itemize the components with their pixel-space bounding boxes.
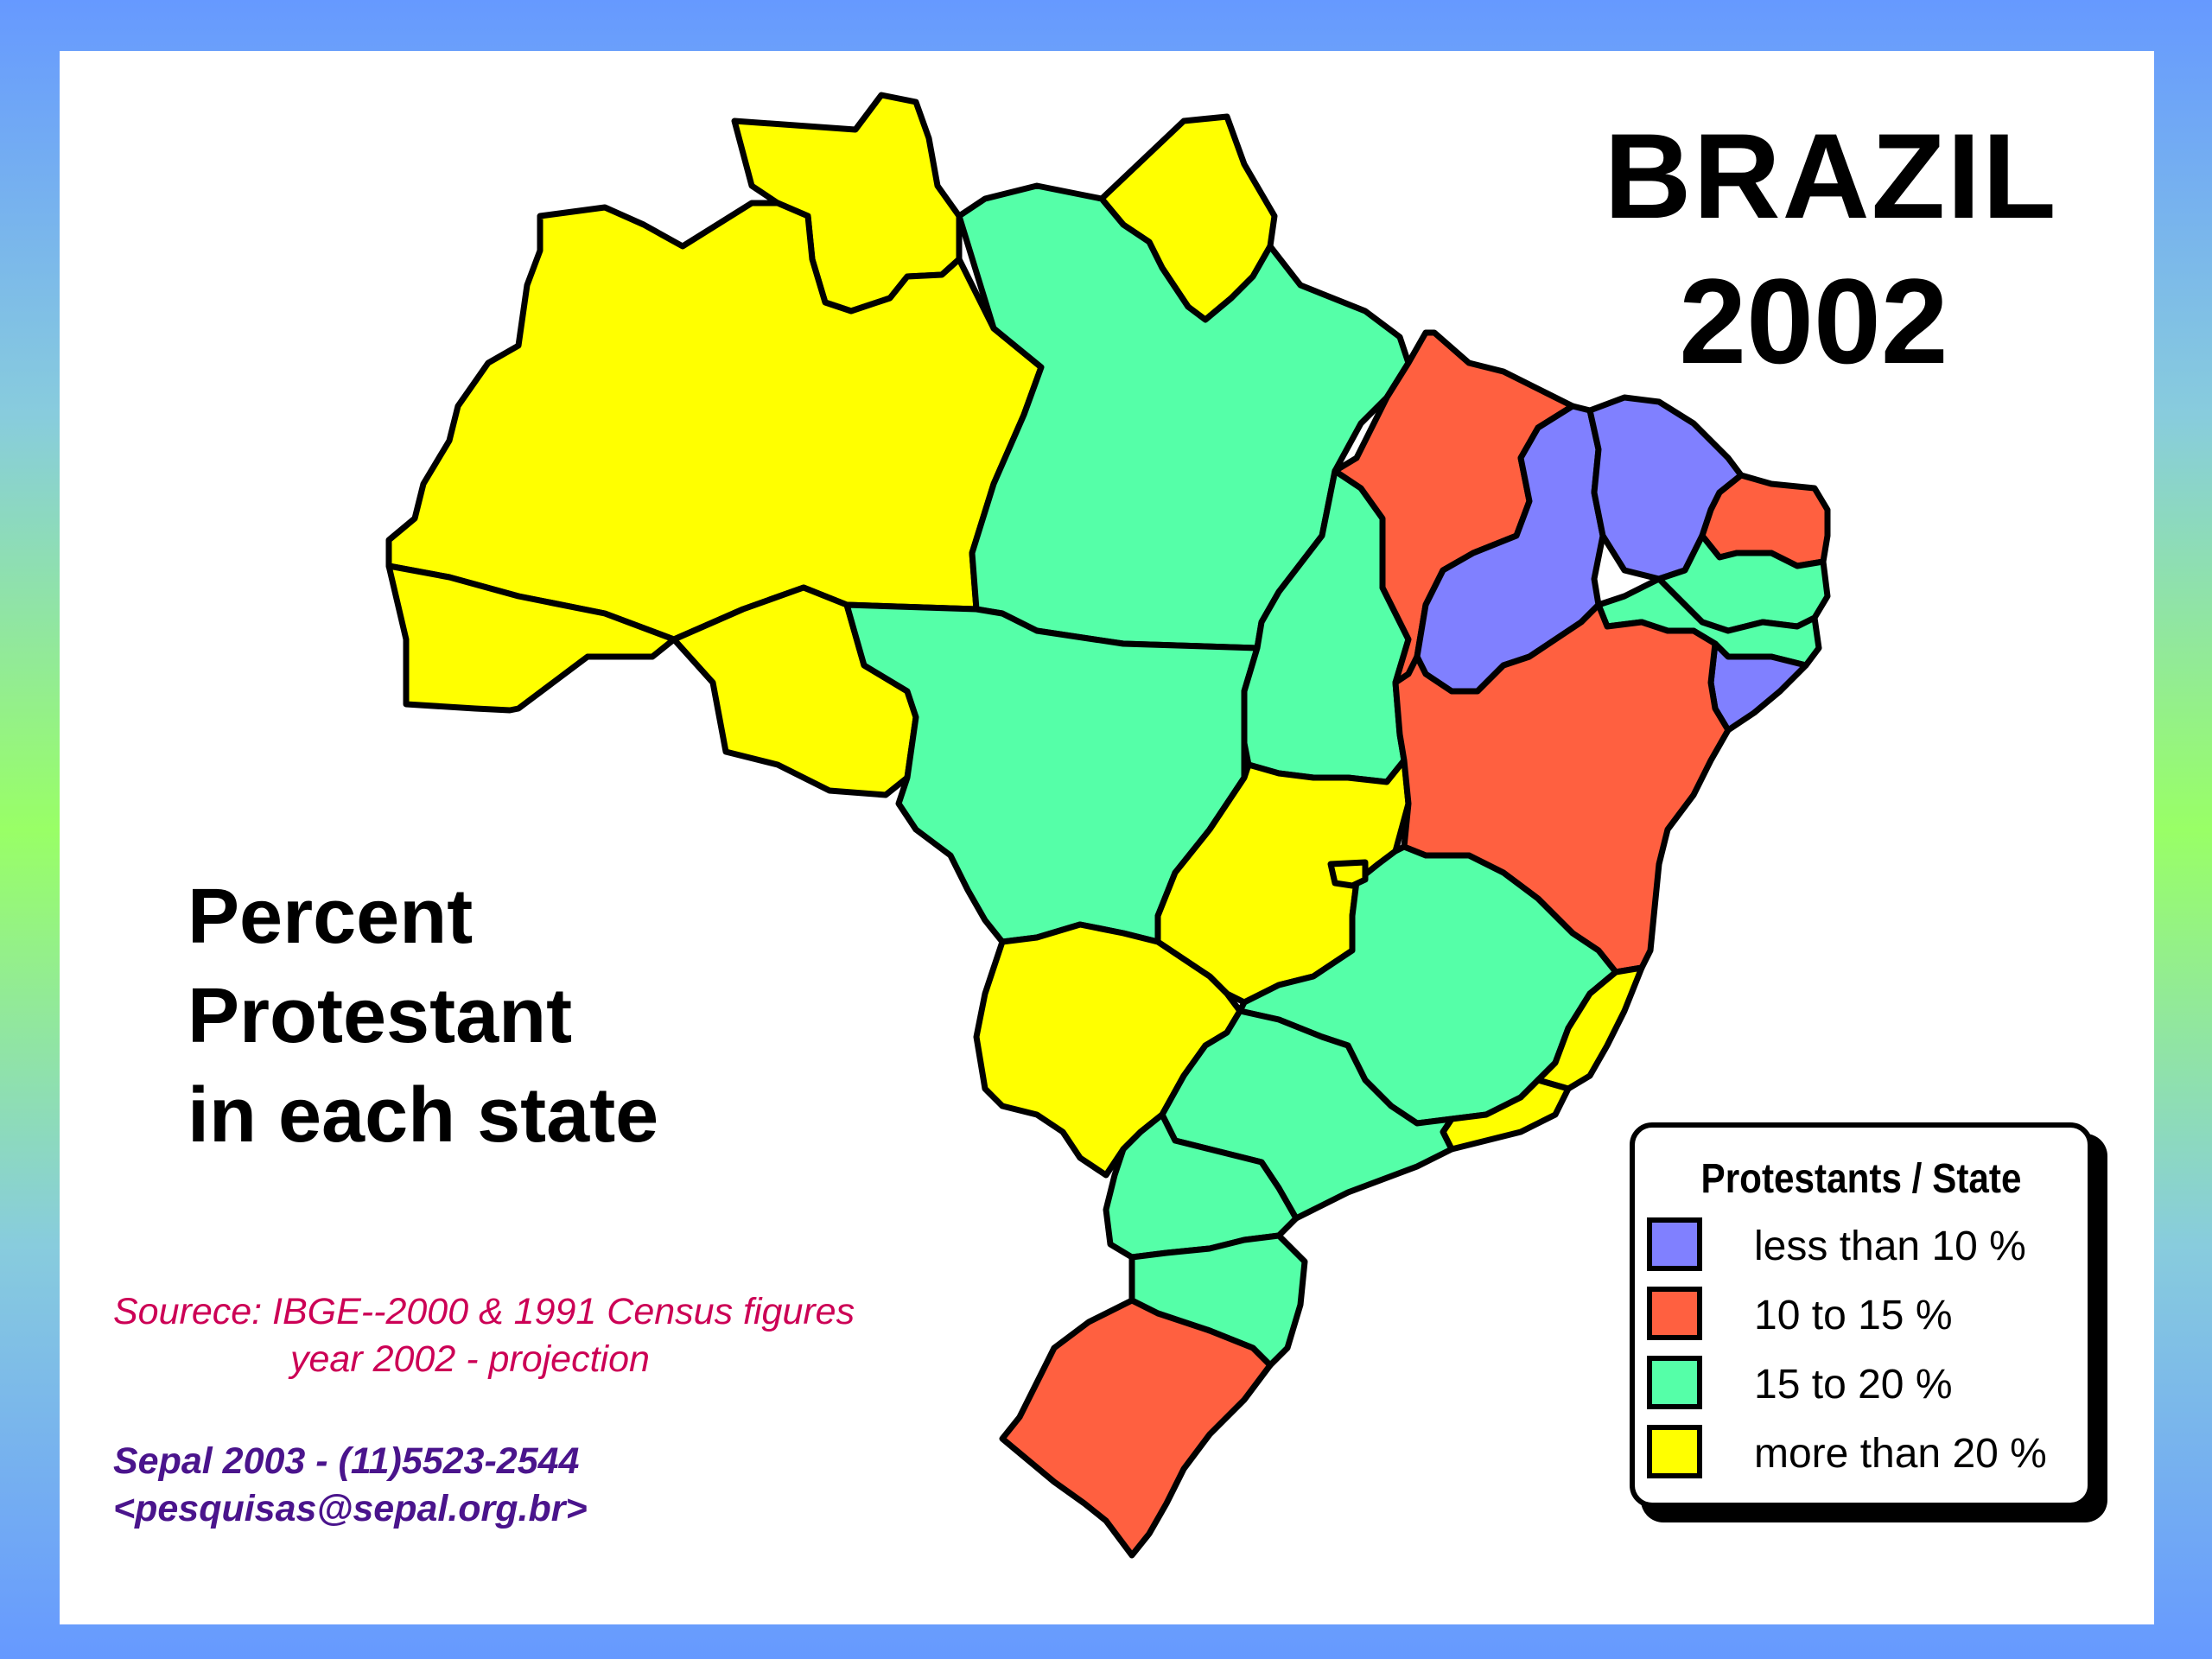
credit-line-1: Sepal 2003 - (11)5523-2544	[113, 1440, 580, 1482]
state-distrito-federal	[1327, 859, 1369, 889]
credit-line-2: <pesquisas@sepal.org.br>	[113, 1488, 588, 1529]
map-year: 2002	[1679, 253, 1948, 389]
legend-swatch	[1647, 1217, 1702, 1271]
credit-note: Sepal 2003 - (11)5523-2544 <pesquisas@se…	[113, 1438, 588, 1533]
legend-label: more than 20 %	[1754, 1431, 2047, 1477]
legend-label: 15 to 20 %	[1754, 1362, 1953, 1408]
legend-label: less than 10 %	[1754, 1224, 2026, 1269]
legend-item: more than 20 %	[1647, 1425, 2079, 1482]
brazil-map	[385, 92, 1831, 1559]
legend-swatch	[1647, 1356, 1702, 1409]
legend-title: Protestants / State	[1700, 1156, 2022, 1202]
source-line-1: Sourece: IBGE--2000 & 1991 Census figure…	[113, 1291, 855, 1332]
slide: BRAZIL 2002 Percent Protestant in each s…	[60, 51, 2154, 1624]
legend-swatch	[1647, 1425, 1702, 1478]
legend-item: 10 to 15 %	[1647, 1287, 2079, 1344]
map-subtitle: Percent Protestant in each state	[188, 868, 658, 1166]
subtitle-line: in each state	[188, 1072, 659, 1159]
state-acre	[385, 563, 677, 714]
state-rio-grande-do-sul	[999, 1297, 1274, 1559]
subtitle-line: Protestant	[188, 973, 573, 1059]
source-note: Sourece: IBGE--2000 & 1991 Census figure…	[113, 1288, 855, 1383]
legend-label: 10 to 15 %	[1754, 1293, 1953, 1338]
legend-item: 15 to 20 %	[1647, 1356, 2079, 1413]
source-line-2: year 2002 - projection	[290, 1338, 650, 1380]
map-title: BRAZIL	[1604, 108, 2058, 244]
legend: Protestants / State less than 10 % 10 to…	[1630, 1122, 2093, 1508]
subtitle-line: Percent	[188, 874, 474, 960]
legend-swatch	[1647, 1287, 1702, 1340]
legend-item: less than 10 %	[1647, 1217, 2079, 1274]
